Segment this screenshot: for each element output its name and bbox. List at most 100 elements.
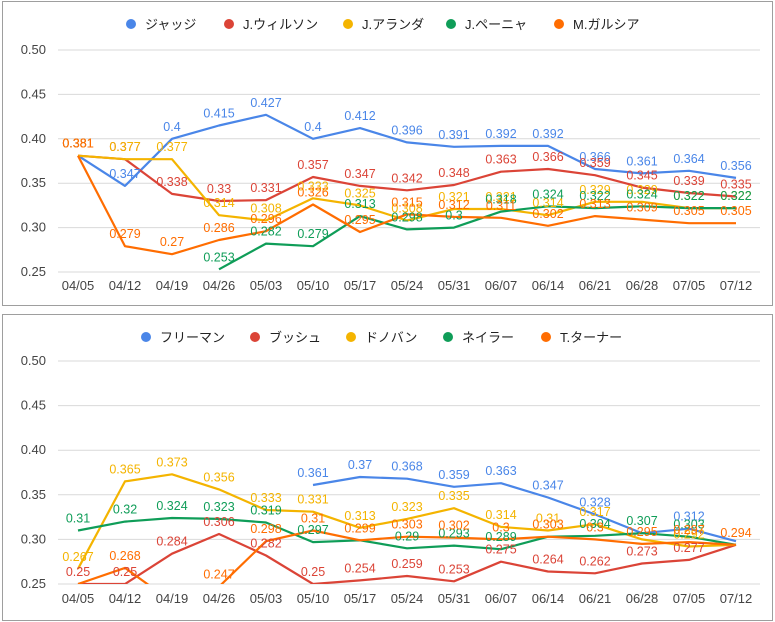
- x-tick-label: 06/14: [532, 278, 565, 293]
- legend-item[interactable]: J.ペーニャ: [446, 17, 527, 32]
- data-label: 0.306: [203, 515, 234, 529]
- data-label: 0.313: [344, 197, 375, 211]
- legend-marker: [141, 332, 151, 342]
- data-label: 0.366: [579, 150, 610, 164]
- data-label: 0.317: [579, 505, 610, 519]
- data-label: 0.335: [720, 178, 751, 192]
- data-label: 0.345: [626, 169, 657, 183]
- data-label: 0.412: [344, 109, 375, 123]
- data-label: 0.368: [391, 460, 422, 474]
- y-tick-label: 0.40: [21, 442, 46, 457]
- data-label: 0.267: [62, 550, 93, 564]
- legend-item[interactable]: M.ガルシア: [554, 17, 639, 32]
- data-label: 0.366: [532, 150, 563, 164]
- x-tick-label: 05/31: [438, 278, 471, 293]
- data-label: 0.329: [626, 183, 657, 197]
- data-label: 0.335: [438, 489, 469, 503]
- series-line: [77, 529, 737, 584]
- series-line: [78, 532, 737, 584]
- data-label: 0.381: [62, 137, 93, 151]
- legend-item[interactable]: フリーマン: [141, 330, 225, 345]
- data-label: 0.297: [673, 523, 704, 537]
- x-tick-label: 04/19: [156, 591, 189, 606]
- data-label: 0.314: [532, 196, 563, 210]
- legend-item[interactable]: J.アランダ: [343, 17, 424, 32]
- legend-label: ブッシュ: [269, 330, 321, 345]
- y-tick-label: 0.45: [21, 398, 46, 413]
- y-tick-label: 0.40: [21, 131, 46, 146]
- data-label: 0.3: [492, 520, 509, 534]
- legend-item[interactable]: J.ウィルソン: [224, 17, 318, 32]
- legend-item[interactable]: ブッシュ: [250, 330, 321, 345]
- data-label: 0.326: [297, 186, 328, 200]
- data-label: 0.295: [344, 213, 375, 227]
- data-label: 0.348: [438, 166, 469, 180]
- data-label: 0.292: [673, 528, 704, 542]
- data-label: 0.302: [438, 519, 469, 533]
- data-label: 0.331: [297, 493, 328, 507]
- data-label: 0.319: [250, 503, 281, 517]
- y-tick-label: 0.50: [21, 353, 46, 368]
- data-label: 0.324: [532, 187, 563, 201]
- data-label: 0.322: [720, 189, 751, 203]
- legend-item[interactable]: ジャッジ: [126, 17, 196, 32]
- data-label: 0.254: [344, 561, 375, 575]
- data-label: 0.25: [66, 565, 90, 579]
- data-label: 0.303: [391, 518, 422, 532]
- y-tick-label: 0.35: [21, 175, 46, 190]
- data-label: 0.363: [485, 153, 516, 167]
- x-tick-label: 06/14: [532, 591, 565, 606]
- data-label: 0.323: [391, 500, 422, 514]
- data-label: 0.4: [304, 120, 321, 134]
- legend-marker: [446, 19, 456, 29]
- data-label: 0.31: [301, 511, 325, 525]
- legend-marker: [554, 19, 564, 29]
- data-label: 0.289: [485, 530, 516, 544]
- data-label: 0.299: [344, 521, 375, 535]
- data-label: 0.313: [344, 509, 375, 523]
- data-label: 0.253: [438, 562, 469, 576]
- data-label: 0.312: [438, 198, 469, 212]
- data-label: 0.347: [532, 478, 563, 492]
- y-tick-label: 0.30: [21, 531, 46, 546]
- data-label: 0.293: [438, 527, 469, 541]
- legend-marker: [541, 332, 551, 342]
- data-label: 0.381: [62, 137, 93, 151]
- data-label: 0.315: [391, 195, 422, 209]
- data-label: 0.364: [673, 152, 704, 166]
- data-label: 0.322: [720, 189, 751, 203]
- x-tick-label: 04/05: [62, 278, 95, 293]
- data-label: 0.396: [391, 123, 422, 137]
- y-tick-label: 0.50: [21, 42, 46, 57]
- data-label: 0.253: [203, 250, 234, 264]
- y-tick-label: 0.30: [21, 220, 46, 235]
- data-label: 0.25: [301, 565, 325, 579]
- x-tick-label: 04/12: [109, 591, 142, 606]
- legend-label: ジャッジ: [145, 17, 196, 32]
- data-label: 0.365: [109, 462, 140, 476]
- data-label: 0.363: [485, 464, 516, 478]
- data-label: 0.328: [579, 495, 610, 509]
- data-label: 0.347: [109, 167, 140, 181]
- y-tick-label: 0.25: [21, 576, 46, 591]
- series-line: [77, 155, 736, 256]
- y-tick-label: 0.35: [21, 487, 46, 502]
- data-label: 0.275: [485, 543, 516, 557]
- x-tick-label: 04/26: [203, 278, 236, 293]
- series-line: [77, 516, 737, 551]
- legend-item[interactable]: ネイラー: [443, 330, 514, 345]
- data-label: 0.324: [626, 187, 657, 201]
- y-tick-label: 0.25: [21, 264, 46, 279]
- data-label: 0.322: [673, 189, 704, 203]
- data-label: 0.373: [156, 455, 187, 469]
- data-label: 0.308: [250, 201, 281, 215]
- legend-item[interactable]: ドノバン: [346, 330, 417, 345]
- chart-panel-bottom: 0.25 0.30 0.35 0.40 0.45 0.50 04/05 04/12 04/19 0…: [2, 314, 773, 621]
- data-label: 0.286: [203, 221, 234, 235]
- data-label: 0.33: [207, 182, 231, 196]
- data-label: 0.322: [579, 189, 610, 203]
- data-label: 0.377: [109, 140, 140, 154]
- x-tick-label: 05/24: [391, 591, 424, 606]
- legend-label: J.アランダ: [362, 17, 424, 32]
- legend-item[interactable]: T.ターナー: [541, 330, 622, 345]
